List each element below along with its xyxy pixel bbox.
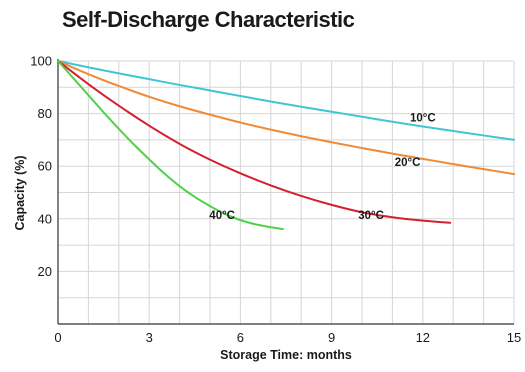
- y-tick-label: 20: [38, 264, 52, 279]
- axes-layer: 0 3 6 9 12 15 20 40 60 80 100: [30, 54, 521, 346]
- series-line-40c: [57, 60, 284, 231]
- y-axis-title: Capacity (%): [13, 155, 27, 230]
- x-tick-label: 3: [146, 330, 153, 345]
- y-tick-label: 100: [30, 54, 52, 69]
- x-tick-label: 0: [54, 330, 61, 345]
- x-tick-label: 9: [328, 330, 335, 345]
- series-line-30c: [57, 60, 452, 224]
- x-tick-label: 15: [507, 330, 521, 345]
- x-tick-label: 6: [237, 330, 244, 345]
- series-layer: [57, 60, 515, 231]
- y-tick-label: 40: [38, 211, 52, 226]
- series-label-20c: 20°C: [395, 157, 421, 169]
- y-tick-label: 60: [38, 159, 52, 174]
- x-tick-label: 12: [416, 330, 430, 345]
- labels-layer: 10°C 20°C 30°C 40°C: [209, 112, 435, 221]
- series-label-30c: 30°C: [358, 210, 384, 222]
- series-label-10c: 10°C: [410, 112, 436, 124]
- y-tick-label: 80: [38, 106, 52, 121]
- series-line-20c: [57, 60, 515, 176]
- grid-layer: [58, 60, 515, 324]
- series-label-40c: 40°C: [209, 210, 235, 222]
- chart-title: Self-Discharge Characteristic: [62, 7, 355, 32]
- x-axis-title: Storage Time: months: [220, 348, 352, 362]
- series-line-10c: [57, 60, 515, 141]
